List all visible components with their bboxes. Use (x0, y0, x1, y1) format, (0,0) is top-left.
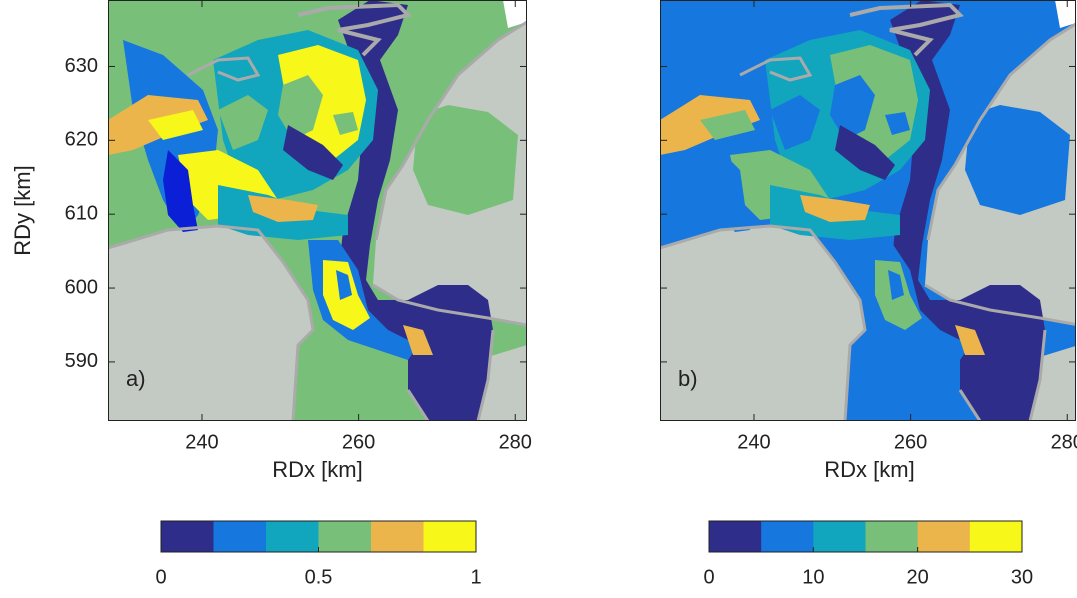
map-panel-b (660, 0, 1076, 421)
x-axis-label: RDx [km] (824, 457, 914, 482)
colorbar-swatch (761, 521, 814, 552)
colorbar-swatch (266, 521, 319, 552)
colorbar-swatch (813, 521, 866, 552)
colorbar-tick-label: 30 (1011, 566, 1033, 588)
panel-label: a) (126, 366, 146, 391)
x-tick-label: 260 (894, 431, 927, 453)
y-tick-label: 610 (65, 202, 98, 224)
map-field (660, 0, 1076, 421)
colorbar-swatch (969, 521, 1023, 552)
axes-frame (660, 0, 1076, 421)
y-tick-label: 590 (65, 350, 98, 372)
y-tick-label: 600 (65, 276, 98, 298)
map-panel-a (108, 0, 527, 421)
colorbar-frame (708, 520, 1023, 553)
colorbar-swatch (423, 521, 477, 552)
x-tick-label: 240 (737, 431, 770, 453)
colorbar-swatch (865, 521, 919, 552)
x-tick-label: 280 (1051, 431, 1077, 453)
colorbar-swatch (161, 521, 214, 552)
colorbar-swatch (213, 521, 267, 552)
y-tick-label: 620 (65, 129, 98, 151)
colorbar-tick-label: 10 (802, 566, 824, 588)
colorbar-swatch (371, 521, 424, 552)
colorbar-swatch (318, 521, 372, 552)
axes-frame (108, 0, 527, 421)
y-tick-label: 630 (65, 55, 98, 77)
panel-label: b) (678, 366, 698, 391)
colorbar-tick-label: 20 (907, 566, 929, 588)
colorbar-swatch (917, 521, 971, 552)
map-field (108, 0, 527, 421)
x-tick-label: 280 (499, 431, 532, 453)
colorbar-tick-label: 1 (470, 566, 481, 588)
x-tick-label: 240 (185, 431, 218, 453)
colorbar-tick-label: 0 (703, 566, 714, 588)
colorbar-tick-label: 0 (155, 566, 166, 588)
x-axis-label: RDx [km] (272, 457, 362, 482)
colorbar-tick-label: 0.5 (305, 566, 333, 588)
colorbar-swatch (709, 521, 762, 552)
x-tick-label: 260 (342, 431, 375, 453)
y-axis-label: RDy [km] (10, 165, 35, 255)
